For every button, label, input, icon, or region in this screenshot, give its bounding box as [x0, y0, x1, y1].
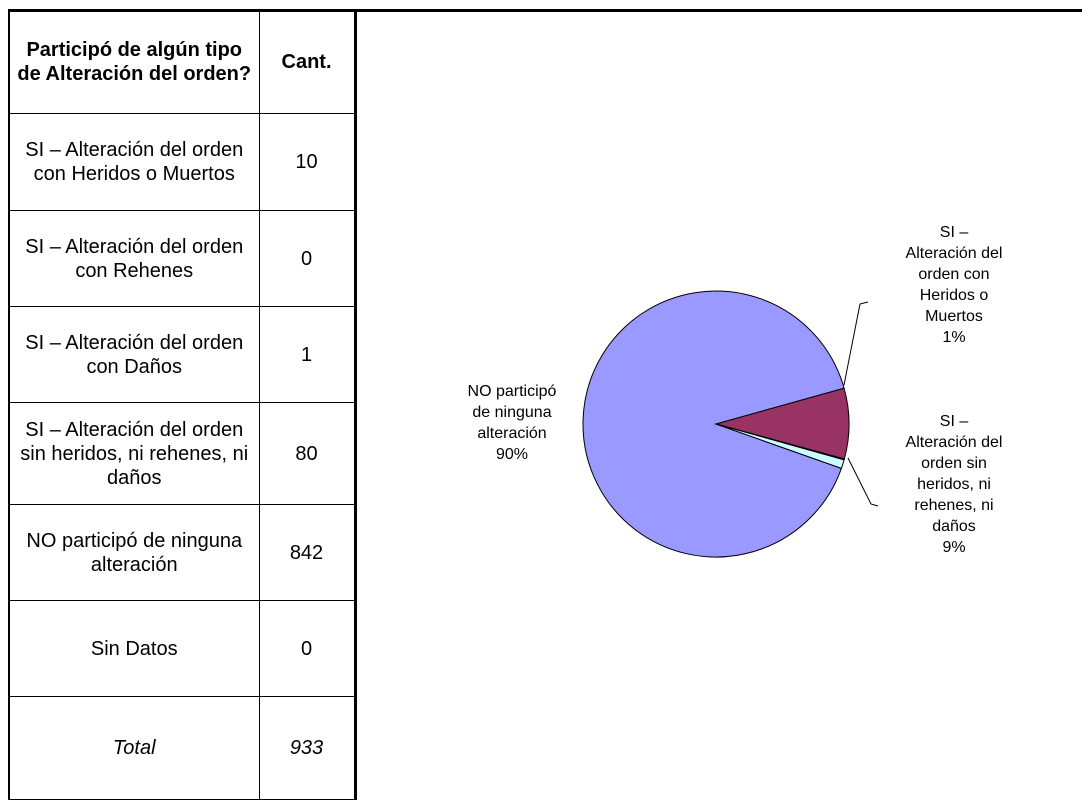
slice-label-line: Alteración del: [906, 245, 1003, 262]
total-label: Total: [8, 696, 260, 800]
slice-label-1: SI – Alteración del orden sin heridos, ni re…: [906, 413, 1003, 556]
row-value: 1: [258, 306, 357, 403]
slice-label-line: orden con: [918, 266, 989, 283]
leader-lines: [843, 301, 879, 507]
slice-label-3: SI – Alteración del orden con Heridos o Muer…: [906, 224, 1003, 346]
pie-slices: [582, 290, 850, 558]
slice-label-line: Heridos o: [920, 287, 989, 304]
slice-label-line: 9%: [942, 539, 965, 556]
slice-label-line: 90%: [496, 446, 528, 463]
table-row: SI – Alteración del orden con Heridos o …: [8, 113, 357, 211]
row-label: SI – Alteración del orden con Heridos o …: [8, 113, 260, 211]
table-row: SI – Alteración del orden con Daños 1: [8, 306, 357, 403]
row-label: SI – Alteración del orden con Rehenes: [8, 210, 260, 307]
slice-labels: NO participó de ninguna alteración 90% SI – A…: [468, 224, 1003, 556]
row-value: 80: [258, 402, 357, 505]
header-count: Cant.: [258, 10, 357, 114]
table-row: Sin Datos 0: [8, 600, 357, 697]
slice-label-line: orden sin: [921, 455, 987, 472]
slice-label-line: daños: [932, 518, 976, 535]
row-value: 0: [258, 210, 357, 307]
leader-line-sin-heridos: [847, 457, 879, 507]
row-label: SI – Alteración del orden sin heridos, n…: [8, 402, 260, 505]
pie-chart: NO participó de ninguna alteración 90% SI – A…: [468, 224, 1003, 558]
pie-slice-0: [582, 290, 845, 558]
data-table: Participó de algún tipo de Alteración de…: [8, 10, 357, 800]
slice-label-line: heridos, ni: [917, 476, 991, 493]
row-value: 0: [258, 600, 357, 697]
table-total-row: Total 933: [8, 696, 357, 800]
header-question: Participó de algún tipo de Alteración de…: [8, 10, 260, 114]
row-label: NO participó de ninguna alteración: [8, 504, 260, 601]
slice-label-line: Alteración del: [906, 434, 1003, 451]
slice-label-line: de ninguna: [472, 404, 551, 421]
table-row: NO participó de ninguna alteración 842: [8, 504, 357, 601]
table-row: SI – Alteración del orden con Rehenes 0: [8, 210, 357, 307]
table-row: SI – Alteración del orden sin heridos, n…: [8, 402, 357, 505]
row-label: Sin Datos: [8, 600, 260, 697]
row-value: 10: [258, 113, 357, 211]
slice-label-line: SI –: [940, 224, 969, 241]
slice-label-0: NO participó de ninguna alteración 90%: [468, 383, 557, 463]
slice-label-line: alteración: [477, 425, 546, 442]
slice-label-line: NO participó: [468, 383, 557, 400]
row-value: 842: [258, 504, 357, 601]
row-label: SI – Alteración del orden con Daños: [8, 306, 260, 403]
slice-label-line: SI –: [940, 413, 969, 430]
top-rule: [8, 9, 1082, 12]
slice-label-line: 1%: [942, 329, 965, 346]
table-header-row: Participó de algún tipo de Alteración de…: [8, 10, 357, 114]
pie-slice-3: [715, 423, 845, 470]
slice-label-line: rehenes, ni: [914, 497, 993, 514]
total-value: 933: [258, 696, 357, 800]
slice-label-line: Muertos: [925, 308, 983, 325]
leader-line-heridos: [843, 301, 869, 386]
